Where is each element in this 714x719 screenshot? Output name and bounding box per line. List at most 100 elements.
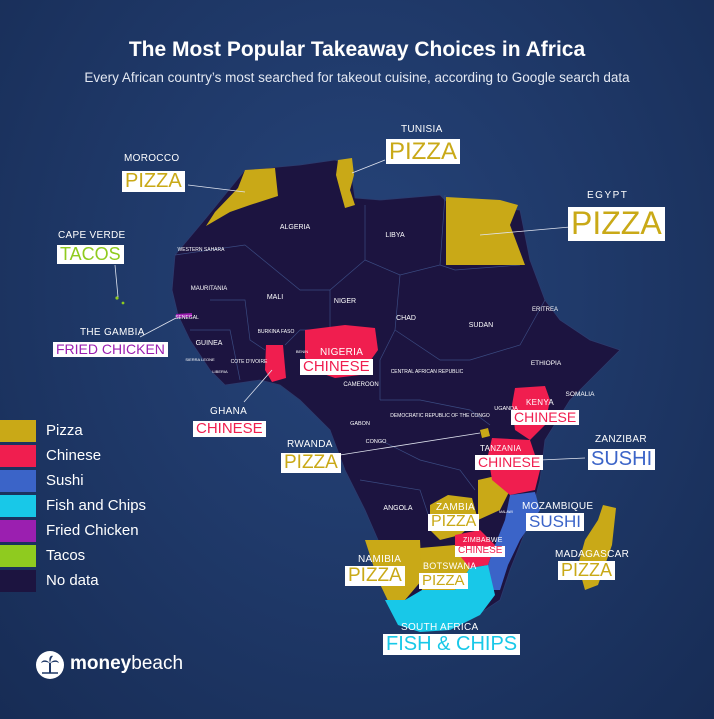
label-angola: ANGOLA bbox=[383, 505, 413, 512]
callout-lines bbox=[114, 159, 586, 461]
legend-swatch bbox=[0, 545, 36, 567]
callout-south-africa-tag: FISH & CHIPS bbox=[383, 634, 521, 655]
callout-madagascar-tag: PIZZA bbox=[558, 561, 616, 580]
ghana-shape bbox=[265, 345, 286, 382]
label-guinea: GUINEA bbox=[196, 340, 223, 347]
label-libya: LIBYA bbox=[385, 232, 405, 239]
label-niger: NIGER bbox=[334, 298, 356, 305]
legend-swatch bbox=[0, 420, 36, 442]
callout-zambia-tag: PIZZA bbox=[428, 513, 480, 531]
label-malawi: MALAWI bbox=[499, 510, 513, 514]
legend-item-tacos: Tacos bbox=[0, 545, 200, 567]
callout-mozambique-tag: SUSHI bbox=[526, 513, 584, 531]
label-gabon: GABON bbox=[350, 421, 370, 427]
callout-botswana-tag: PIZZA bbox=[419, 573, 468, 589]
cape-verde-dot bbox=[115, 296, 119, 300]
brand-name: moneybeach bbox=[70, 653, 183, 675]
legend-label: No data bbox=[46, 572, 99, 589]
label-western-sahara: WESTERN SAHARA bbox=[178, 247, 226, 253]
rwanda-shape bbox=[480, 428, 490, 438]
brand-name-suffix: beach bbox=[131, 653, 184, 674]
label-mali: MALI bbox=[267, 294, 283, 301]
label-sudan: SUDAN bbox=[469, 322, 494, 329]
callout-zimbabwe-name: ZIMBABWE bbox=[463, 537, 503, 544]
callout-morocco-tag: PIZZA bbox=[122, 171, 185, 192]
callout-south-africa-name: SOUTH AFRICA bbox=[401, 622, 479, 633]
callout-tunisia-name: TUNISIA bbox=[401, 124, 443, 135]
callout-tunisia-tag: PIZZA bbox=[386, 139, 461, 164]
callout-ghana-tag: CHINESE bbox=[193, 421, 266, 437]
callout-madagascar-name: MADAGASCAR bbox=[555, 549, 630, 560]
page-title: The Most Popular Takeaway Choices in Afr… bbox=[128, 38, 586, 61]
label-ethiopia: ETHIOPIA bbox=[531, 360, 562, 367]
callout-ghana-name: GHANA bbox=[210, 406, 248, 417]
legend-item-pizza: Pizza bbox=[0, 420, 200, 442]
callout-zambia-name: ZAMBIA bbox=[436, 502, 476, 513]
legend-swatch bbox=[0, 495, 36, 517]
tunisia-shape bbox=[336, 158, 355, 208]
country-borders bbox=[174, 194, 546, 521]
palm-tree-icon bbox=[36, 651, 64, 679]
label-somalia: SOMALIA bbox=[566, 391, 596, 398]
label-car: CENTRAL AFRICAN REPUBLIC bbox=[391, 369, 464, 375]
callout-kenya-name: KENYA bbox=[526, 398, 555, 407]
callout-nigeria-tag: CHINESE bbox=[300, 359, 373, 375]
label-senegal: SENEGAL bbox=[175, 315, 199, 321]
callout-gambia-name: THE GAMBIA bbox=[80, 327, 145, 338]
legend-label: Fried Chicken bbox=[46, 522, 139, 539]
legend-swatch bbox=[0, 470, 36, 492]
callout-egypt-name: EGYPT bbox=[587, 190, 629, 201]
brand-name-prefix: money bbox=[70, 653, 132, 674]
legend-label: Fish and Chips bbox=[46, 497, 147, 514]
gambia-shape bbox=[176, 313, 192, 318]
cape-verde-dot bbox=[121, 301, 125, 305]
legend-item-fried-chicken: Fried Chicken bbox=[0, 520, 200, 542]
page-subtitle: Every African country’s most searched fo… bbox=[84, 70, 630, 85]
label-burkina-faso: BURKINA FASO bbox=[258, 329, 295, 335]
callout-egypt-tag: PIZZA bbox=[568, 206, 665, 241]
legend-item-no-data: No data bbox=[0, 570, 200, 592]
label-benin: BENIN bbox=[296, 349, 308, 354]
callout-zanzibar-name: ZANZIBAR bbox=[595, 434, 647, 445]
label-liberia: LIBERIA bbox=[212, 369, 228, 374]
callout-gambia-tag: FRIED CHICKEN bbox=[53, 342, 168, 357]
morocco-shape bbox=[206, 168, 278, 226]
callout-namibia-tag: PIZZA bbox=[345, 566, 405, 586]
label-cameroon: CAMEROON bbox=[343, 382, 378, 388]
legend-swatch bbox=[0, 445, 36, 467]
callout-zimbabwe-tag: CHINESE bbox=[455, 545, 506, 557]
callout-rwanda-name: RWANDA bbox=[287, 439, 333, 450]
legend-item-chinese: Chinese bbox=[0, 445, 200, 467]
label-congo: CONGO bbox=[366, 439, 388, 445]
callout-tanzania-tag: CHINESE bbox=[475, 455, 544, 470]
callout-botswana-name: BOTSWANA bbox=[423, 561, 477, 571]
legend-label: Chinese bbox=[46, 447, 102, 464]
callout-tanzania-name: TANZANIA bbox=[480, 444, 522, 453]
label-cote-divoire: COTE D'IVOIRE bbox=[231, 359, 268, 365]
egypt-shape bbox=[446, 197, 525, 265]
label-chad: CHAD bbox=[396, 315, 416, 322]
label-uganda: UGANDA bbox=[494, 406, 518, 412]
callout-namibia-name: NAMIBIA bbox=[358, 554, 402, 565]
callout-kenya-tag: CHINESE bbox=[511, 410, 580, 425]
label-sierra-leone: SIERRA LEONE bbox=[185, 357, 215, 362]
callout-mozambique-name: MOZAMBIQUE bbox=[522, 501, 594, 512]
legend-label: Sushi bbox=[46, 472, 84, 489]
legend-swatch bbox=[0, 570, 36, 592]
callout-nigeria-name: NIGERIA bbox=[320, 347, 364, 358]
legend-label: Pizza bbox=[46, 422, 83, 439]
legend-swatch bbox=[0, 520, 36, 542]
label-mauritania: MAURITANIA bbox=[191, 286, 228, 292]
label-drc: DEMOCRATIC REPUBLIC OF THE CONGO bbox=[390, 413, 490, 419]
label-eritrea: ERITREA bbox=[532, 307, 558, 313]
callout-zanzibar-tag: SUSHI bbox=[588, 449, 656, 470]
callout-cape-verde-tag: TACOS bbox=[57, 245, 124, 264]
legend-item-sushi: Sushi bbox=[0, 470, 200, 492]
callout-cape-verde-name: CAPE VERDE bbox=[58, 230, 126, 241]
label-algeria: ALGERIA bbox=[280, 224, 311, 231]
callout-morocco-name: MOROCCO bbox=[124, 153, 180, 164]
legend-item-fish-and-chips: Fish and Chips bbox=[0, 495, 200, 517]
legend-label: Tacos bbox=[46, 547, 86, 564]
callout-rwanda-tag: PIZZA bbox=[281, 453, 341, 473]
